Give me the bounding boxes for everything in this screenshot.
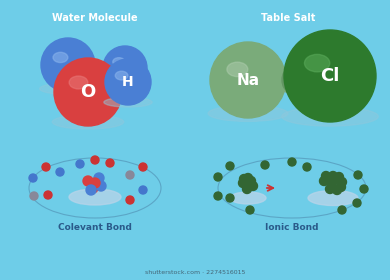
Circle shape xyxy=(90,178,100,188)
Circle shape xyxy=(42,163,50,171)
Circle shape xyxy=(106,159,114,167)
Text: Cl: Cl xyxy=(320,67,340,85)
Circle shape xyxy=(54,58,122,126)
Ellipse shape xyxy=(102,83,148,92)
Circle shape xyxy=(246,206,254,214)
Circle shape xyxy=(284,30,376,122)
Ellipse shape xyxy=(53,52,68,62)
Ellipse shape xyxy=(69,76,88,89)
Circle shape xyxy=(226,162,234,170)
Circle shape xyxy=(86,185,96,195)
Ellipse shape xyxy=(115,71,128,80)
Ellipse shape xyxy=(104,97,152,107)
Text: H: H xyxy=(122,75,134,89)
Circle shape xyxy=(76,160,84,168)
Text: Table Salt: Table Salt xyxy=(261,13,315,23)
Ellipse shape xyxy=(208,106,288,122)
Circle shape xyxy=(353,199,361,207)
Circle shape xyxy=(83,176,93,186)
Circle shape xyxy=(126,171,134,179)
Circle shape xyxy=(243,174,252,183)
Circle shape xyxy=(214,173,222,181)
Ellipse shape xyxy=(113,58,125,66)
Ellipse shape xyxy=(69,189,121,205)
Ellipse shape xyxy=(308,190,358,206)
Circle shape xyxy=(248,181,257,190)
Circle shape xyxy=(246,176,255,186)
Ellipse shape xyxy=(282,107,378,126)
Circle shape xyxy=(88,183,98,193)
Circle shape xyxy=(91,156,99,164)
Text: Na: Na xyxy=(236,73,260,88)
Text: Water Molecule: Water Molecule xyxy=(52,13,138,23)
Circle shape xyxy=(303,163,311,171)
Circle shape xyxy=(337,183,346,192)
Circle shape xyxy=(337,178,346,186)
Circle shape xyxy=(105,59,151,105)
Circle shape xyxy=(330,174,340,183)
Text: Ionic Bond: Ionic Bond xyxy=(265,223,319,232)
Text: Colevant Bond: Colevant Bond xyxy=(58,223,132,232)
Circle shape xyxy=(321,171,330,181)
Circle shape xyxy=(96,181,106,191)
Circle shape xyxy=(103,46,147,90)
Circle shape xyxy=(243,185,252,193)
Circle shape xyxy=(319,176,328,186)
Circle shape xyxy=(30,192,38,200)
Circle shape xyxy=(261,161,269,169)
Circle shape xyxy=(139,186,147,194)
Ellipse shape xyxy=(282,69,296,91)
Circle shape xyxy=(239,174,248,183)
Circle shape xyxy=(335,172,344,181)
Text: O: O xyxy=(80,83,96,101)
Ellipse shape xyxy=(227,62,248,77)
Circle shape xyxy=(44,191,52,199)
Ellipse shape xyxy=(305,54,330,72)
Ellipse shape xyxy=(52,115,124,129)
Circle shape xyxy=(360,185,368,193)
Circle shape xyxy=(328,171,337,181)
Circle shape xyxy=(226,194,234,202)
Circle shape xyxy=(126,196,134,204)
Circle shape xyxy=(139,163,147,171)
Circle shape xyxy=(338,206,346,214)
Circle shape xyxy=(354,171,362,179)
Text: shutterstock.com · 2274516015: shutterstock.com · 2274516015 xyxy=(145,269,245,274)
Ellipse shape xyxy=(281,67,297,93)
Ellipse shape xyxy=(230,192,266,204)
Circle shape xyxy=(56,168,64,176)
Circle shape xyxy=(239,179,248,188)
Circle shape xyxy=(326,185,335,193)
Circle shape xyxy=(210,42,286,118)
Circle shape xyxy=(214,192,222,200)
Circle shape xyxy=(333,186,342,195)
Circle shape xyxy=(328,179,337,188)
Ellipse shape xyxy=(40,83,96,94)
Circle shape xyxy=(29,174,37,182)
Circle shape xyxy=(288,158,296,166)
Circle shape xyxy=(41,38,95,92)
Circle shape xyxy=(94,173,104,183)
